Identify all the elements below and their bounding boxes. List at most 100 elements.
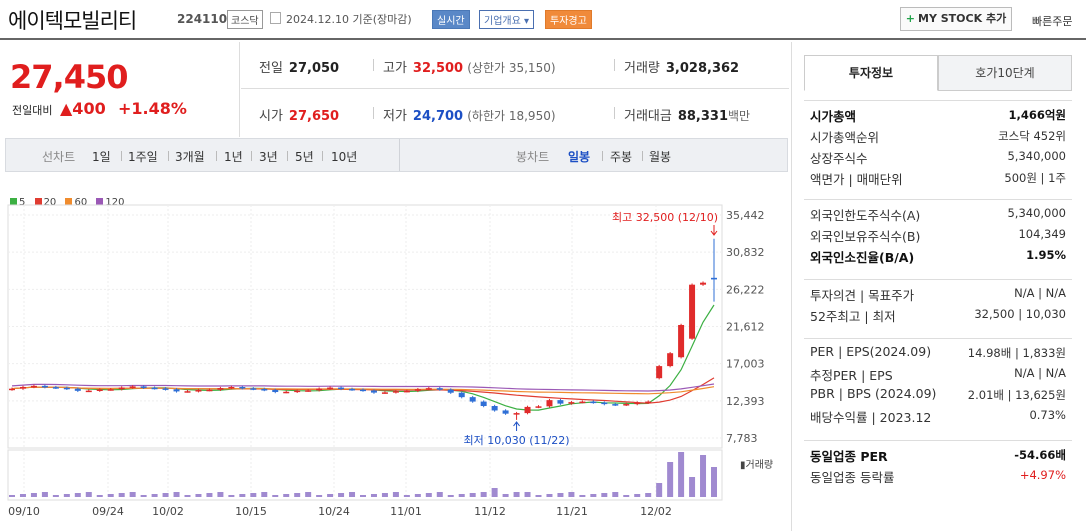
info-key: 배당수익률 | 2023.12 xyxy=(810,410,932,425)
legend-ma120[interactable]: 120 xyxy=(96,197,125,208)
change-label: 전일대비 xyxy=(12,104,53,117)
candle-body xyxy=(239,387,246,389)
period-1w[interactable]: 1주일 xyxy=(128,150,158,164)
x-tick-label: 10/15 xyxy=(235,505,267,518)
realtime-button[interactable]: 실시간 xyxy=(432,10,470,29)
price-chart[interactable]: 35,442 30,832 26,222 21,612 17,003 12,393 7,78… xyxy=(0,185,790,531)
y-tick-label: 12,393 xyxy=(726,395,765,408)
volume-bar xyxy=(535,495,542,497)
volume-bar xyxy=(162,493,169,497)
current-price: 27,450 xyxy=(10,58,128,96)
tab-investment-info[interactable]: 투자정보 xyxy=(804,55,938,91)
candle-body xyxy=(711,277,717,280)
period-1d[interactable]: 1일 xyxy=(92,150,111,164)
candle-body xyxy=(217,388,224,390)
volume-bar xyxy=(206,493,213,497)
info-key: 동일업종 등락률 xyxy=(810,470,895,485)
candle-body xyxy=(250,388,257,390)
volume-bar xyxy=(634,494,641,497)
info-key: 액면가 | 매매단위 xyxy=(810,172,903,187)
tab-order-book[interactable]: 호가10단계 xyxy=(938,55,1072,91)
candle-body xyxy=(96,389,103,392)
info-value: 1,466억원 xyxy=(1008,108,1066,122)
info-row: 외국인보유주식수(B) 104,349 xyxy=(804,224,1072,245)
volume-bar xyxy=(41,492,48,497)
volume-bar xyxy=(414,494,421,497)
volume-bar xyxy=(689,477,696,497)
legend-ma20[interactable]: 20 xyxy=(34,197,56,208)
period-5y[interactable]: 5년 xyxy=(295,150,314,164)
info-row: 외국인한도주식수(A) 5,340,000 xyxy=(804,203,1072,224)
volume-bar xyxy=(623,495,630,497)
y-tick-label: 26,222 xyxy=(726,283,765,296)
candle-body xyxy=(469,397,476,402)
period-3y[interactable]: 3년 xyxy=(259,150,278,164)
info-value: 0.73% xyxy=(1029,408,1066,422)
ma-line-120 xyxy=(11,383,715,392)
volume-bar xyxy=(349,492,356,497)
volume-bar xyxy=(568,492,575,497)
candle-daily[interactable]: 일봉 xyxy=(568,150,591,164)
period-1y[interactable]: 1년 xyxy=(224,150,243,164)
candle-body xyxy=(491,406,498,411)
ma-line-5 xyxy=(11,304,715,411)
volume-bar xyxy=(557,493,564,497)
candle-body xyxy=(623,404,630,406)
volume-bar xyxy=(239,494,246,497)
price-change: ▲400 xyxy=(60,99,106,118)
volume-bar xyxy=(546,494,553,497)
volume-bar xyxy=(195,494,202,497)
date-basis: 2024.12.10 기준(장마감) xyxy=(286,13,412,26)
info-value: 14.98배 | 1,833원 xyxy=(967,346,1066,360)
period-3m[interactable]: 3개월 xyxy=(175,150,205,164)
period-10y[interactable]: 10년 xyxy=(331,150,358,164)
volume-bar xyxy=(9,495,15,497)
info-value: 코스닥 452위 xyxy=(998,129,1066,143)
low-annotation: 최저 10,030 (11/22) xyxy=(464,434,570,447)
volume-bar xyxy=(261,492,268,497)
info-value: 104,349 xyxy=(1018,227,1066,241)
volume-bar xyxy=(151,494,158,497)
info-row: PER | EPS(2024.09) 14.98배 | 1,833원 xyxy=(804,342,1072,363)
info-key: 외국인한도주식수(A) xyxy=(810,208,921,223)
candle-body xyxy=(349,388,356,391)
candle-body xyxy=(327,387,334,390)
volume-bar xyxy=(667,462,674,497)
volume-bar xyxy=(480,492,487,497)
info-key: PBR | BPS (2024.09) xyxy=(810,386,937,401)
candle-body xyxy=(634,402,641,405)
price-change-percent: +1.48% xyxy=(118,99,187,118)
candle-body xyxy=(678,324,685,358)
company-overview-dropdown[interactable]: 기업개요 ▾ xyxy=(479,10,534,29)
legend-ma60[interactable]: 60 xyxy=(65,197,87,208)
candle-monthly[interactable]: 월봉 xyxy=(649,150,672,164)
add-mystock-button[interactable]: + MY STOCK 추가 xyxy=(900,7,1012,31)
candle-body xyxy=(206,389,213,392)
stat-amount: 거래대금 88,331백만 xyxy=(624,109,751,124)
info-row: 배당수익률 | 2023.12 0.73% xyxy=(804,405,1072,426)
volume-bar xyxy=(403,495,410,497)
candle-body xyxy=(700,282,707,285)
candle-body xyxy=(392,391,399,393)
candle-body xyxy=(524,406,531,414)
candle-weekly[interactable]: 주봉 xyxy=(610,150,633,164)
candle-body xyxy=(667,353,674,367)
volume-bar xyxy=(316,495,323,497)
candle-body xyxy=(546,400,553,407)
volume-bar xyxy=(63,494,70,497)
candle-body xyxy=(140,386,147,388)
quick-order-link[interactable]: 빠른주문 xyxy=(1032,15,1073,28)
candle-body xyxy=(590,401,597,404)
info-value: 1.95% xyxy=(1026,248,1066,262)
y-tick-label: 21,612 xyxy=(726,321,765,334)
volume-bar xyxy=(656,483,663,497)
legend-ma5[interactable]: 5 xyxy=(10,197,25,208)
x-tick-label: 12/02 xyxy=(640,505,672,518)
info-row: 동일업종 등락률 +4.97% xyxy=(804,465,1072,486)
volume-bar xyxy=(107,494,114,497)
volume-bar xyxy=(338,493,345,497)
candle-body xyxy=(645,401,652,404)
stock-name: 에이텍모빌리티 xyxy=(8,9,137,33)
volume-bar xyxy=(458,494,465,497)
candle-body xyxy=(579,401,586,404)
